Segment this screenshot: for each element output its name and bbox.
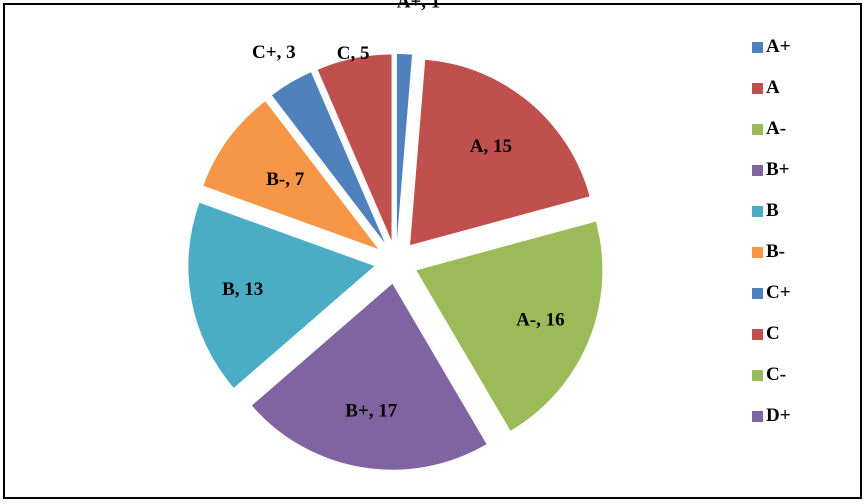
pie-slices bbox=[188, 54, 603, 470]
pie-slice-a bbox=[410, 59, 590, 246]
slice-data-label: B, 13 bbox=[222, 279, 263, 300]
legend-swatch bbox=[752, 246, 763, 258]
legend-label: B+ bbox=[766, 159, 790, 180]
legend-label: C bbox=[766, 323, 780, 344]
legend-item: C bbox=[752, 323, 780, 345]
legend-label: C- bbox=[766, 364, 787, 385]
legend-label: A+ bbox=[766, 36, 791, 57]
legend-item: D+ bbox=[752, 405, 791, 427]
pie-slice-cplus bbox=[271, 72, 385, 244]
legend-label: B bbox=[766, 200, 779, 221]
slice-data-label: B+, 17 bbox=[345, 401, 397, 422]
legend-label: C+ bbox=[766, 282, 791, 303]
pie-slice-aplus bbox=[396, 54, 413, 241]
legend-item: C- bbox=[752, 364, 786, 386]
slice-data-label: C+, 3 bbox=[252, 42, 296, 63]
legend-item: C+ bbox=[752, 282, 791, 304]
slice-data-label: A, 15 bbox=[470, 136, 512, 157]
legend-label: D+ bbox=[766, 405, 791, 426]
legend-swatch bbox=[752, 164, 763, 176]
slice-labels: A+, 1 A, 15 A-, 16 B+, 17 B, 13 B-, 7 C+, 3 C, … bbox=[222, 0, 565, 422]
legend-item: A+ bbox=[752, 36, 791, 58]
legend-swatch bbox=[752, 205, 763, 217]
legend-item: B bbox=[752, 200, 779, 222]
legend-item: A bbox=[752, 77, 780, 99]
legend-swatch bbox=[752, 410, 763, 422]
pie-slice-c bbox=[317, 54, 392, 241]
pie-slice-aminus bbox=[416, 221, 603, 431]
legend-label: A bbox=[766, 77, 780, 98]
legend-swatch bbox=[752, 123, 763, 135]
slice-data-label: B-, 7 bbox=[266, 169, 305, 190]
legend-swatch bbox=[752, 287, 763, 299]
legend-item: A- bbox=[752, 118, 786, 140]
legend-swatch bbox=[752, 369, 763, 381]
legend-item: B+ bbox=[752, 159, 790, 181]
pie-slice-bplus bbox=[251, 283, 487, 470]
legend-swatch bbox=[752, 328, 763, 340]
legend-label: A- bbox=[766, 118, 787, 139]
legend-swatch bbox=[752, 82, 763, 94]
legend-label: B- bbox=[766, 241, 785, 262]
legend-swatch bbox=[752, 41, 763, 53]
slice-data-label: C, 5 bbox=[337, 43, 370, 64]
slice-data-label: A-, 16 bbox=[516, 309, 565, 330]
pie-slice-b bbox=[188, 202, 375, 388]
legend-item: B- bbox=[752, 241, 785, 263]
pie-slice-bminus bbox=[203, 101, 379, 249]
slice-data-label: A+, 1 bbox=[397, 0, 441, 12]
